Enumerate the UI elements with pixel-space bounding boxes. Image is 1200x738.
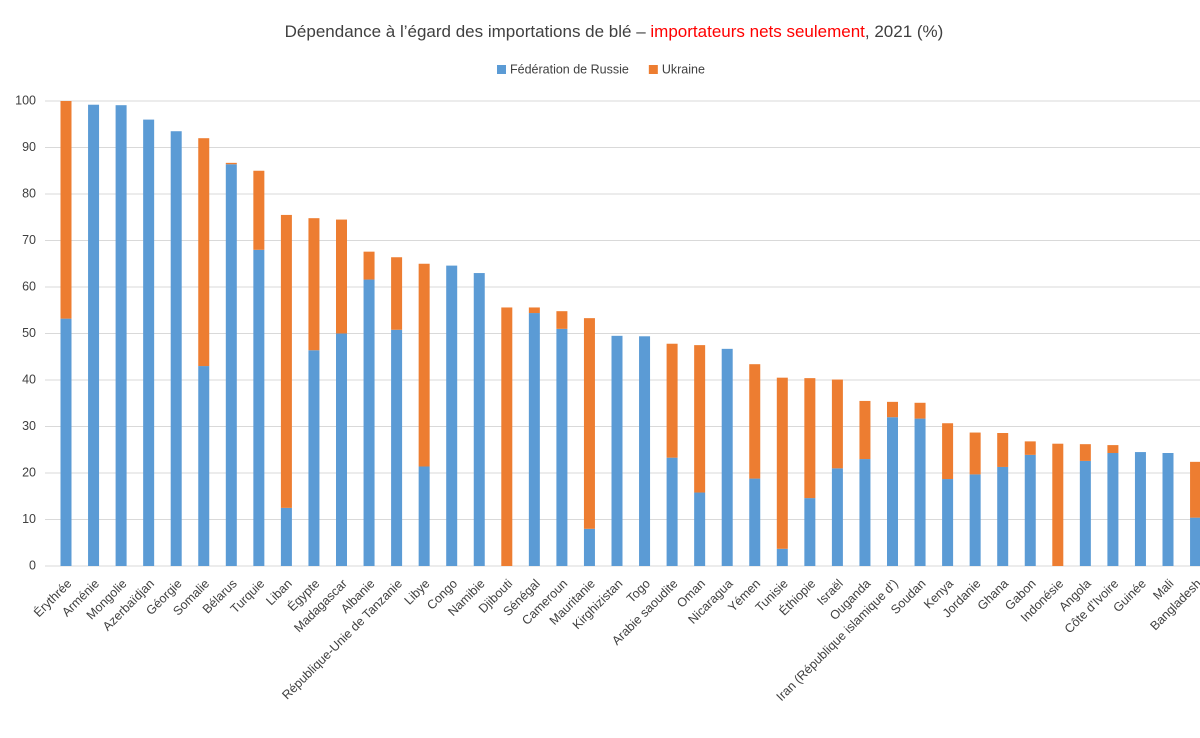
bar-segment xyxy=(1107,453,1119,566)
bar-segment xyxy=(308,218,320,351)
bar-segment xyxy=(666,457,678,566)
bar-segment xyxy=(831,379,843,469)
bar-segment xyxy=(721,348,733,566)
y-tick-label: 70 xyxy=(22,233,36,247)
bar-segment xyxy=(583,318,595,529)
legend-label: Fédération de Russie xyxy=(510,62,629,76)
bar-segment xyxy=(363,251,375,280)
bar-segment xyxy=(611,335,623,566)
legend-swatch xyxy=(497,65,506,74)
y-tick-label: 80 xyxy=(22,186,36,200)
y-tick-label: 40 xyxy=(22,372,36,386)
bar-segment xyxy=(60,101,72,319)
bar-segment xyxy=(1024,441,1036,455)
bar-segment xyxy=(418,263,430,467)
y-tick-label: 10 xyxy=(22,512,36,526)
bar-segment xyxy=(60,318,72,566)
bar-segment xyxy=(198,366,210,566)
bar-segment xyxy=(776,548,788,566)
bar-segment xyxy=(88,104,100,566)
bar-segment xyxy=(1134,452,1146,566)
bar-segment xyxy=(225,162,237,165)
bar-segment xyxy=(804,498,816,566)
bar-segment xyxy=(391,257,403,330)
bar-segment xyxy=(969,432,981,475)
bar-segment xyxy=(253,249,265,567)
bar-segment xyxy=(528,307,540,314)
bar-segment xyxy=(280,214,292,508)
bar-segment xyxy=(556,311,568,329)
bar-segment xyxy=(914,402,926,419)
bar-segment xyxy=(280,507,292,566)
bar-segment xyxy=(969,474,981,566)
bar-segment xyxy=(749,478,761,566)
bar-segment xyxy=(694,345,706,493)
bar-segment xyxy=(997,433,1009,467)
title-part: Dépendance à l’égard des importations de… xyxy=(285,22,651,41)
bar-segment xyxy=(997,466,1009,566)
legend-swatch xyxy=(648,65,658,74)
y-tick-label: 90 xyxy=(22,140,36,154)
bar-segment xyxy=(501,307,513,566)
legend-label: Ukraine xyxy=(662,62,705,76)
bar-segment xyxy=(446,265,458,566)
chart-title: Dépendance à l’égard des importations de… xyxy=(285,22,944,41)
y-tick-label: 20 xyxy=(22,465,36,479)
bar-segment xyxy=(666,343,678,458)
bar-segment xyxy=(556,328,568,566)
bar-segment xyxy=(308,350,320,566)
y-tick-label: 50 xyxy=(22,326,36,340)
bar-segment xyxy=(583,528,595,566)
bar-segment xyxy=(749,364,761,479)
y-tick-label: 30 xyxy=(22,419,36,433)
bar-segment xyxy=(473,273,485,566)
bar-segment xyxy=(225,164,237,567)
bar-segment xyxy=(887,401,898,418)
bar-segment xyxy=(694,492,706,566)
bar-segment xyxy=(914,418,926,566)
bar-segment xyxy=(363,279,375,566)
title-highlight: importateurs nets seulement xyxy=(650,22,865,41)
bar-segment xyxy=(418,466,430,566)
bar-segment xyxy=(804,378,816,499)
y-tick-label: 0 xyxy=(29,558,36,572)
bar-segment xyxy=(887,417,898,566)
bar-segment xyxy=(336,219,347,334)
bar-segment xyxy=(391,329,403,566)
bar-segment xyxy=(1190,461,1200,518)
bar-segment xyxy=(942,479,954,566)
bar-segment xyxy=(336,333,347,566)
bar-segment xyxy=(1107,445,1119,454)
bar-segment xyxy=(859,459,871,566)
bar-segment xyxy=(170,131,182,566)
y-tick-label: 60 xyxy=(22,279,36,293)
bar-segment xyxy=(1079,460,1091,566)
bar-segment xyxy=(639,336,651,566)
bar-segment xyxy=(1162,453,1174,566)
bar-segment xyxy=(143,119,155,566)
bar-segment xyxy=(859,400,871,460)
bar-segment xyxy=(253,170,265,250)
bar-segment xyxy=(1190,517,1200,566)
bar-segment xyxy=(1079,444,1091,461)
bar-segment xyxy=(1052,443,1064,566)
bar-segment xyxy=(198,138,210,367)
y-tick-label: 100 xyxy=(15,93,36,107)
bar-segment xyxy=(1024,454,1036,566)
bar-segment xyxy=(831,468,843,566)
title-part: , 2021 (%) xyxy=(865,22,943,41)
bar-segment xyxy=(528,313,540,566)
bar-segment xyxy=(942,423,954,480)
bar-segment xyxy=(776,377,788,549)
bar-segment xyxy=(115,105,127,566)
